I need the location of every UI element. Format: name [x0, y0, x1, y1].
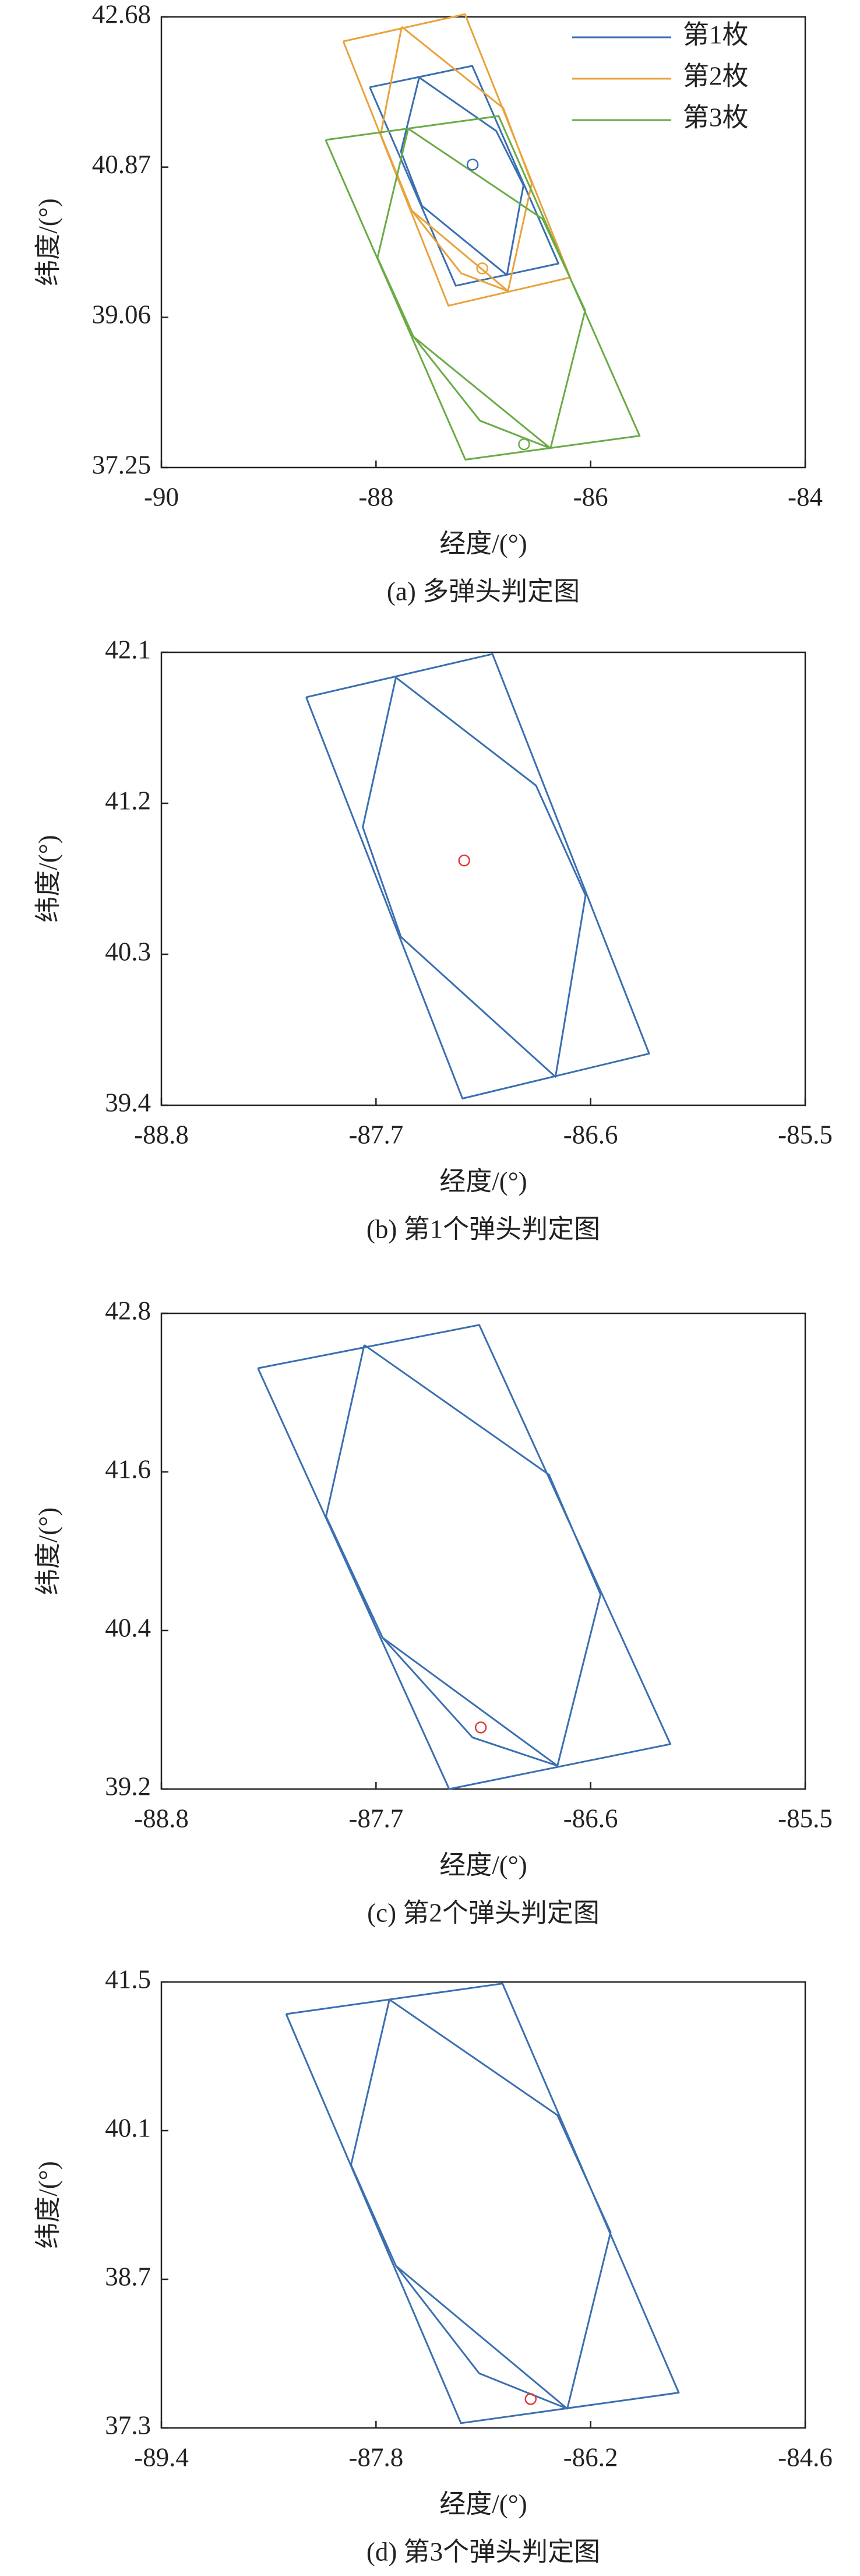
- y-tick-label: 38.7: [105, 2262, 151, 2291]
- polygon-line: [325, 115, 641, 461]
- x-axis-label: 经度/(°): [439, 1850, 527, 1879]
- legend-label: 第1枚: [683, 20, 749, 49]
- y-tick-label: 41.6: [105, 1454, 151, 1484]
- x-tick-label: -87.8: [348, 2443, 403, 2472]
- x-tick-label: -90: [144, 482, 179, 511]
- y-tick-label: 41.5: [105, 1964, 151, 1994]
- y-tick-label: 40.1: [105, 2113, 151, 2142]
- polygon-line: [369, 65, 559, 287]
- y-axis-label: 纬度/(°): [33, 835, 62, 922]
- x-tick-label: -84.6: [778, 2443, 833, 2472]
- y-tick-label: 40.3: [105, 937, 151, 966]
- legend-label: 第3枚: [683, 103, 749, 132]
- y-axis-label: 纬度/(°): [33, 1507, 62, 1595]
- chart-caption: (c) 第2个弹头判定图: [367, 1898, 600, 1927]
- panel: -90 -88 -86 -84 37.25 39.06 40.87 42.68 经度/(°) 纬度…: [33, 0, 823, 606]
- x-tick-label: -84: [788, 482, 823, 511]
- chart-caption: (a) 多弹头判定图: [387, 577, 580, 606]
- y-tick-label: 40.87: [92, 150, 151, 179]
- panel: -88.8 -87.7 -86.6 -85.5 39.4 40.3 41.2 42.1 经度/(…: [33, 635, 833, 1243]
- x-tick-label: -88.8: [134, 1120, 189, 1149]
- chart-caption: (d) 第3个弹头判定图: [366, 2537, 600, 2566]
- estimate-point: [466, 159, 479, 171]
- polygon-line: [285, 1983, 680, 2424]
- plot-frame: [160, 16, 806, 469]
- x-tick-label: -89.4: [134, 2443, 189, 2472]
- legend-label: 第2枚: [683, 61, 749, 90]
- polygon-line: [305, 653, 650, 1099]
- x-tick-label: -88: [358, 482, 393, 511]
- x-axis-label: 经度/(°): [439, 2489, 527, 2518]
- y-tick-label: 37.3: [105, 2410, 151, 2440]
- y-axis-label: 纬度/(°): [33, 2161, 62, 2248]
- plot-frame: [160, 651, 806, 1106]
- x-tick-label: -85.5: [778, 1804, 833, 1833]
- estimate-point: [524, 2393, 537, 2405]
- estimate-point: [458, 854, 470, 867]
- y-tick-label: 39.06: [92, 300, 151, 329]
- x-tick-label: -86: [573, 482, 608, 511]
- x-axis-label: 经度/(°): [439, 1166, 527, 1196]
- plot-frame: [160, 1981, 806, 2429]
- y-axis-label: 纬度/(°): [33, 198, 62, 286]
- estimate-point: [474, 1721, 487, 1734]
- x-tick-label: -87.7: [348, 1120, 403, 1149]
- x-axis-label: 经度/(°): [439, 529, 527, 558]
- polygon-line: [257, 1324, 672, 1790]
- plot-frame: [160, 1312, 806, 1790]
- x-tick-label: -88.8: [134, 1804, 189, 1833]
- x-tick-label: -86.2: [563, 2443, 618, 2472]
- chart-caption: (b) 第1个弹头判定图: [366, 1214, 600, 1243]
- x-tick-label: -86.6: [563, 1804, 618, 1833]
- polygon-line: [342, 13, 571, 307]
- y-tick-label: 42.68: [92, 0, 151, 29]
- estimate-point: [518, 438, 530, 451]
- estimate-point: [476, 262, 488, 275]
- y-tick-label: 42.1: [105, 635, 151, 664]
- x-tick-label: -85.5: [778, 1120, 833, 1149]
- y-tick-label: 37.25: [92, 450, 151, 479]
- panel: -88.8 -87.7 -86.6 -85.5 39.2 40.4 41.6 42.8 经度/(…: [33, 1296, 833, 1927]
- y-tick-label: 42.8: [105, 1296, 151, 1325]
- panel: -89.4 -87.8 -86.2 -84.6 37.3 38.7 40.1 41.5 经度/(…: [33, 1964, 833, 2566]
- x-tick-label: -86.6: [563, 1120, 618, 1149]
- y-tick-label: 39.4: [105, 1088, 151, 1117]
- y-tick-label: 40.4: [105, 1613, 151, 1642]
- y-tick-label: 39.2: [105, 1772, 151, 1801]
- x-tick-label: -87.7: [348, 1804, 403, 1833]
- y-tick-label: 41.2: [105, 786, 151, 815]
